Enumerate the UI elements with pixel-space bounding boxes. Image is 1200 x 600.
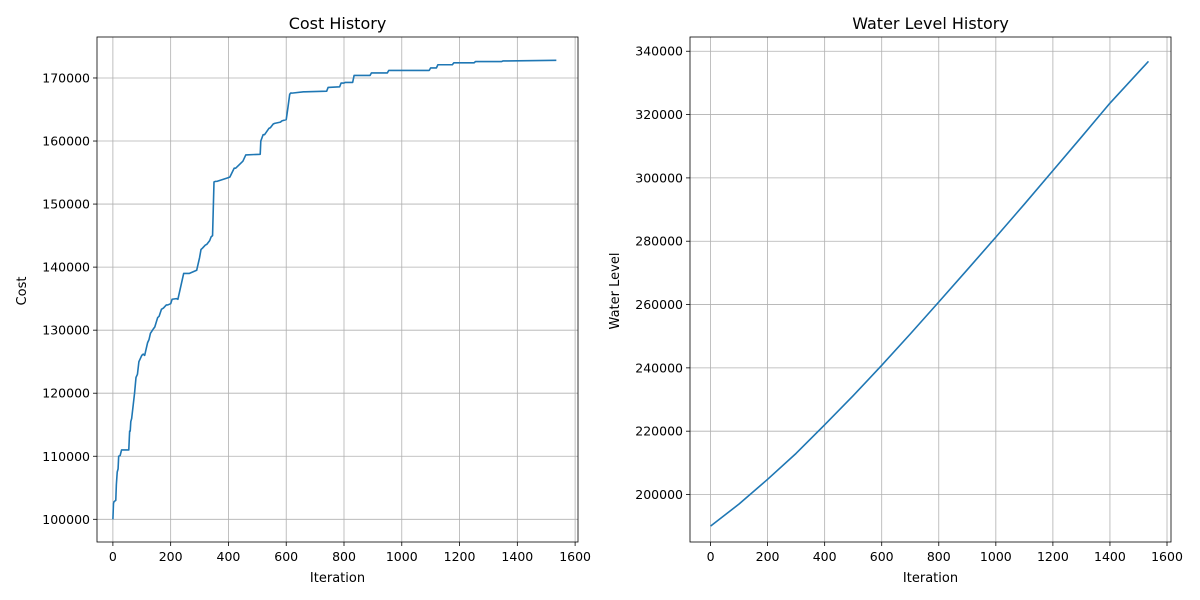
- y-tick-label: 110000: [42, 449, 90, 464]
- y-tick-label: 220000: [635, 424, 683, 439]
- x-axis-ticks: 0 200 400 600 800 1000 1200 1400 1600: [109, 542, 591, 564]
- y-tick-label: 300000: [635, 170, 683, 185]
- x-tick-label: 1400: [501, 549, 533, 564]
- y-tick-label: 320000: [635, 107, 683, 122]
- x-tick-label: 200: [756, 549, 780, 564]
- grid: [97, 37, 578, 542]
- x-tick-label: 1200: [1037, 549, 1069, 564]
- x-tick-label: 400: [217, 549, 241, 564]
- x-axis-label: Iteration: [310, 571, 365, 586]
- y-axis-label: Cost: [15, 277, 30, 306]
- y-tick-label: 160000: [42, 134, 90, 149]
- x-tick-label: 1000: [386, 549, 418, 564]
- x-tick-label: 0: [707, 549, 715, 564]
- chart-title: Cost History: [289, 14, 387, 33]
- cost-history-chart: Cost History Iteration Cost 0 200 400 600 80…: [15, 14, 591, 586]
- y-tick-label: 340000: [635, 44, 683, 59]
- chart-title: Water Level History: [852, 14, 1009, 33]
- y-axis-label: Water Level: [608, 253, 623, 330]
- y-tick-label: 140000: [42, 260, 90, 275]
- x-tick-label: 1600: [559, 549, 591, 564]
- y-tick-label: 260000: [635, 297, 683, 312]
- y-tick-label: 280000: [635, 234, 683, 249]
- series-line: [710, 60, 1150, 527]
- y-tick-label: 170000: [42, 70, 90, 85]
- x-tick-label: 600: [274, 549, 298, 564]
- series-line: [112, 59, 557, 520]
- y-tick-label: 200000: [635, 487, 683, 502]
- x-tick-label: 200: [159, 549, 183, 564]
- x-tick-label: 600: [870, 549, 894, 564]
- grid: [690, 37, 1171, 542]
- x-tick-label: 400: [813, 549, 837, 564]
- y-tick-label: 130000: [42, 323, 90, 338]
- plot-frame: [96, 36, 579, 543]
- y-tick-label: 100000: [42, 512, 90, 527]
- x-tick-label: 800: [332, 549, 356, 564]
- plot-frame: [689, 36, 1172, 543]
- y-axis-ticks: 200000 220000 240000 260000 280000 300000 3200…: [635, 44, 690, 502]
- y-tick-label: 240000: [635, 360, 683, 375]
- water-level-history-chart: Water Level History Iteration Water Leve…: [608, 14, 1183, 586]
- x-tick-label: 1200: [444, 549, 476, 564]
- y-axis-ticks: 100000 110000 120000 130000 140000 150000 1600…: [42, 70, 97, 527]
- x-tick-label: 1000: [980, 549, 1012, 564]
- x-axis-ticks: 0 200 400 600 800 1000 1200 1400 1600: [707, 542, 1183, 564]
- y-tick-label: 150000: [42, 197, 90, 212]
- y-tick-label: 120000: [42, 386, 90, 401]
- x-tick-label: 800: [927, 549, 951, 564]
- x-tick-label: 0: [109, 549, 117, 564]
- x-tick-label: 1600: [1151, 549, 1183, 564]
- x-tick-label: 1400: [1094, 549, 1126, 564]
- x-axis-label: Iteration: [903, 571, 958, 586]
